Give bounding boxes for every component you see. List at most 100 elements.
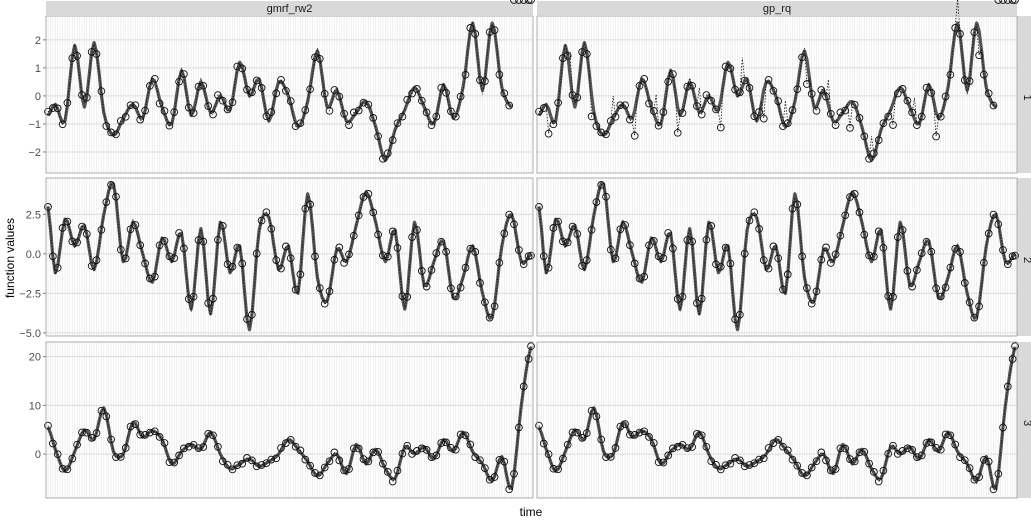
observation-point: [846, 455, 854, 463]
observation-point: [311, 252, 319, 261]
observation-point: [1003, 0, 1012, 4]
observation-point: [296, 119, 305, 128]
observation-point: [58, 464, 67, 473]
observation-point: [500, 229, 509, 238]
observation-point: [559, 237, 567, 246]
observation-point: [936, 292, 945, 301]
observation-point: [984, 89, 993, 98]
observation-point: [393, 119, 402, 128]
observation-point: [630, 259, 639, 268]
observation-point: [262, 459, 271, 468]
observation-point: [82, 93, 91, 102]
observation-point: [946, 263, 955, 272]
observation-point: [505, 485, 514, 494]
observation-point: [131, 101, 140, 110]
observation-point: [267, 108, 276, 116]
observation-point: [160, 439, 169, 447]
observation-point: [180, 444, 188, 453]
observation-point: [611, 254, 620, 263]
observation-point: [417, 444, 426, 453]
observation-point: [146, 81, 154, 90]
observation-point: [582, 429, 591, 437]
observation-point: [831, 465, 840, 473]
observation-point: [427, 266, 436, 274]
column-strip-label: gmrf_rw2: [267, 3, 313, 15]
observation-point: [92, 429, 101, 437]
observation-point: [354, 444, 363, 453]
observation-point: [277, 75, 285, 84]
observation-point: [865, 459, 873, 468]
observation-point: [941, 92, 950, 101]
column-strip: [537, 1, 1017, 15]
observation-point: [793, 200, 802, 209]
observation-point: [999, 0, 1007, 4]
observation-point: [630, 431, 639, 439]
observation-point: [731, 85, 739, 94]
observation-point: [87, 48, 96, 56]
observation-point: [788, 204, 797, 213]
panel-gmrf_rw2-row-3: [44, 341, 535, 499]
observation-point: [301, 106, 310, 114]
observation-point: [683, 82, 692, 91]
observation-point: [602, 192, 610, 201]
observation-point: [262, 208, 271, 217]
observation-point: [779, 285, 787, 294]
observation-point: [53, 450, 62, 459]
observation-point: [874, 477, 883, 486]
observation-point: [578, 261, 586, 270]
observation-point: [296, 270, 305, 279]
observation-point: [393, 466, 402, 475]
observation-point: [53, 104, 62, 113]
y-tick-label: 2.5: [26, 209, 41, 221]
observation-point: [927, 247, 936, 256]
observation-point: [956, 30, 964, 38]
observation-point: [597, 435, 606, 444]
observation-point: [82, 230, 91, 238]
observation-point: [860, 230, 869, 239]
observation-point: [214, 235, 222, 244]
observation-point: [597, 181, 606, 189]
observation-point: [946, 70, 955, 79]
observation-point: [965, 298, 974, 307]
panel-gp_rq-row-3: [535, 341, 1019, 499]
observation-point: [92, 256, 101, 264]
observation-point: [408, 233, 416, 241]
observation-point: [214, 442, 222, 451]
y-tick-label: 0: [35, 449, 41, 461]
observation-point: [554, 465, 562, 474]
observation-point: [630, 131, 639, 140]
observation-point: [984, 457, 993, 466]
observation-point: [573, 93, 582, 102]
observation-point: [180, 244, 188, 253]
observation-point: [272, 454, 281, 463]
observation-point: [78, 222, 86, 231]
observation-point: [116, 117, 125, 125]
observation-point: [836, 444, 845, 453]
observation-point: [437, 83, 446, 92]
observation-point: [759, 454, 768, 463]
observation-point: [233, 461, 242, 470]
observation-point: [678, 292, 687, 301]
observation-point: [539, 252, 548, 261]
observation-point: [913, 121, 921, 130]
observation-point: [640, 427, 649, 436]
observation-point: [989, 101, 998, 110]
observation-point: [822, 456, 830, 465]
observation-point: [49, 252, 57, 261]
observation-point: [587, 225, 596, 234]
panel-background: [537, 342, 1017, 498]
panel-border: [536, 177, 1018, 337]
observation-point: [447, 107, 455, 116]
y-tick-label: −1: [28, 119, 41, 131]
observation-point: [582, 50, 591, 58]
observation-point: [170, 458, 179, 467]
observation-point: [798, 53, 806, 62]
observation-point: [510, 469, 518, 478]
x-axis-title: time: [520, 505, 543, 519]
observation-point: [764, 75, 773, 84]
observation-point: [975, 473, 983, 481]
observation-point: [913, 266, 921, 274]
observation-point: [194, 236, 203, 244]
observation-point: [913, 453, 921, 461]
observation-point: [345, 121, 353, 129]
